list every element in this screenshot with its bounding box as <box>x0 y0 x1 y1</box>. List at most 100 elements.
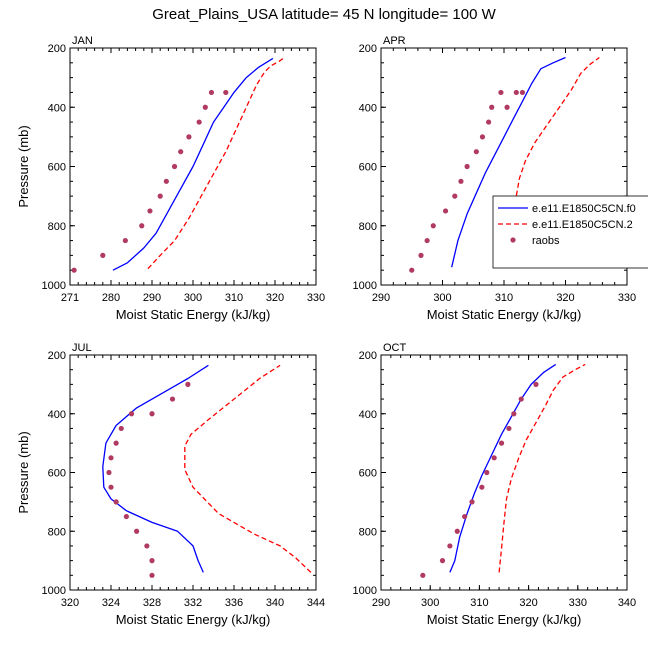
raobs-point <box>504 104 510 110</box>
x-tick-label: 330 <box>618 292 636 304</box>
x-axis-label: Moist Static Energy (kJ/kg) <box>116 307 271 322</box>
legend-dot-marker <box>510 237 516 243</box>
raobs-point <box>134 528 140 534</box>
model-series-1-line <box>102 364 209 573</box>
panel-jul: JUL 320 324 328 332 336 340 344 200 400 600 800 1000… <box>16 342 325 627</box>
model-series-2-line <box>184 364 312 573</box>
raobs-point <box>128 411 135 417</box>
raobs-point <box>519 89 526 96</box>
raobs-point <box>185 381 191 387</box>
raobs-point <box>149 572 155 578</box>
x-tick-label: 290 <box>372 597 390 609</box>
raobs-point <box>208 89 215 96</box>
figure-title: Great_Plains_USA latitude= 45 N longitud… <box>152 6 496 23</box>
y-tick-label: 1000 <box>42 585 66 597</box>
raobs-point <box>424 237 430 244</box>
x-tick-label: 290 <box>372 292 390 304</box>
x-tick-label: 332 <box>184 597 202 609</box>
x-tick-label: 324 <box>102 597 120 609</box>
raobs-point <box>447 543 453 549</box>
panel-title: JUL <box>72 342 92 354</box>
raobs-point <box>506 425 512 432</box>
panel-title: APR <box>383 35 406 47</box>
model-series-2-line <box>498 363 586 573</box>
y-tick-label: 600 <box>48 162 66 174</box>
raobs-point <box>439 558 446 564</box>
x-tick-label: 300 <box>421 597 439 609</box>
plot-frame <box>380 354 628 591</box>
y-tick-label: 1000 <box>353 585 377 597</box>
raobs-point <box>171 163 178 170</box>
y-tick-label: 600 <box>48 468 66 480</box>
raobs-point <box>469 499 475 505</box>
raobs-point <box>196 119 202 125</box>
x-tick-label: 340 <box>618 597 636 609</box>
raobs-point <box>458 178 464 184</box>
y-tick-label: 200 <box>48 43 66 55</box>
x-tick-label: 310 <box>495 292 513 304</box>
y-tick-label: 400 <box>48 409 66 421</box>
model-series-1-line <box>451 56 566 268</box>
y-tick-label: 800 <box>359 221 377 233</box>
x-tick-label: 300 <box>433 292 451 304</box>
raobs-point <box>513 89 519 96</box>
raobs-point <box>113 499 119 505</box>
raobs-point <box>479 134 486 140</box>
x-tick-label: 344 <box>307 597 325 609</box>
raobs-point <box>223 89 229 96</box>
x-axis-label: Moist Static Energy (kJ/kg) <box>116 612 271 627</box>
raobs-point <box>498 89 504 96</box>
x-tick-label: 328 <box>143 597 161 609</box>
raobs-point <box>147 208 153 214</box>
y-tick-label: 1000 <box>42 280 66 292</box>
x-axis-label: Moist Static Energy (kJ/kg) <box>427 612 582 627</box>
legend-entry-label: e.e11.E1850C5CN.2 <box>532 219 633 231</box>
raobs-point <box>418 252 424 258</box>
x-tick-label: 290 <box>143 292 161 304</box>
panel-oct: OCT 290 300 310 320 330 340 200 400 600 800 1000 Moi… <box>353 342 637 627</box>
raobs-point <box>498 440 505 446</box>
raobs-point <box>430 223 436 229</box>
y-tick-label: 200 <box>359 350 377 362</box>
y-tick-label: 200 <box>359 43 377 55</box>
raobs-point <box>186 134 192 140</box>
model-series-2-line <box>147 56 286 270</box>
y-axis-label: Pressure (mb) <box>16 431 31 513</box>
raobs-point <box>108 484 114 490</box>
model-series-1-line <box>112 57 274 271</box>
raobs-point <box>518 396 524 402</box>
raobs-point <box>484 469 490 476</box>
y-tick-label: 800 <box>48 221 66 233</box>
raobs-point <box>123 513 129 520</box>
x-tick-label: 300 <box>184 292 202 304</box>
raobs-point <box>454 528 460 534</box>
x-tick-label: 336 <box>225 597 243 609</box>
x-tick-label: 330 <box>569 597 587 609</box>
x-tick-label: 320 <box>519 597 537 609</box>
raobs-point <box>122 237 128 244</box>
raobs-point <box>144 543 150 549</box>
panel-title: JAN <box>72 35 93 47</box>
y-tick-label: 600 <box>359 468 377 480</box>
legend-entry-label: e.e11.E1850C5CN.f0 <box>532 203 636 215</box>
raobs-point <box>178 149 184 155</box>
raobs-point <box>163 178 169 184</box>
raobs-point <box>442 208 449 214</box>
x-tick-label: 320 <box>61 597 79 609</box>
y-tick-label: 400 <box>48 102 66 114</box>
x-tick-label: 271 <box>61 292 79 304</box>
raobs-point <box>479 484 485 490</box>
y-tick-label: 1000 <box>353 280 377 292</box>
panel-apr: APR 290 300 310 320 330 200 400 600 800 1000 Moist … <box>353 35 637 322</box>
x-tick-label: 310 <box>225 292 243 304</box>
legend: e.e11.E1850C5CN.f0 e.e11.E1850C5CN.2 raobs <box>492 195 648 269</box>
y-tick-label: 800 <box>359 526 377 538</box>
raobs-point <box>409 267 415 273</box>
raobs-point <box>139 223 145 229</box>
raobs-point <box>71 267 77 273</box>
y-tick-label: 400 <box>359 409 377 421</box>
x-tick-label: 310 <box>470 597 488 609</box>
y-tick-label: 600 <box>359 162 377 174</box>
y-tick-label: 800 <box>48 526 66 538</box>
x-axis-label: Moist Static Energy (kJ/kg) <box>427 307 582 322</box>
